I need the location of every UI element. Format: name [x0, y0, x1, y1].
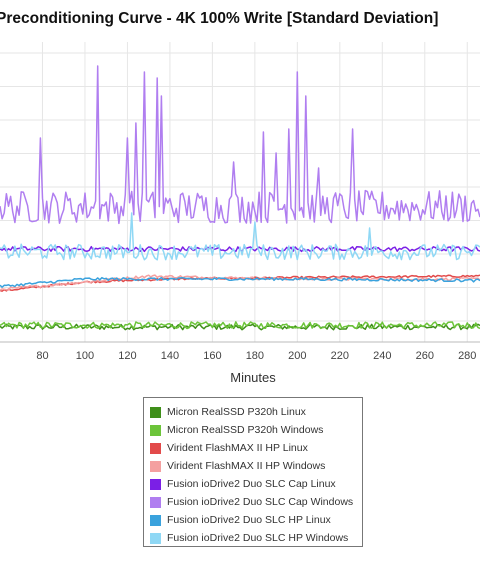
x-tick-label: 140	[161, 350, 179, 362]
x-tick-label: 200	[288, 350, 306, 362]
legend-swatch	[150, 460, 161, 472]
legend-swatch	[150, 406, 161, 418]
x-tick-label: 180	[246, 350, 264, 362]
series-line-6	[0, 276, 480, 288]
x-tick-label: 240	[373, 350, 391, 362]
legend-item[interactable]: Micron RealSSD P320h Windows	[150, 421, 323, 439]
legend-swatch	[150, 424, 161, 436]
legend-label: Fusion ioDrive2 Duo SLC HP Windows	[167, 532, 349, 544]
legend-swatch	[150, 496, 161, 508]
legend-item[interactable]: Micron RealSSD P320h Linux	[150, 403, 306, 421]
legend-swatch	[150, 532, 161, 544]
legend-label: Micron RealSSD P320h Linux	[167, 406, 306, 418]
series-line-7	[0, 212, 480, 261]
legend-label: Fusion ioDrive2 Duo SLC HP Linux	[167, 514, 331, 526]
legend-label: Virident FlashMAX II HP Windows	[167, 460, 326, 472]
legend-swatch	[150, 514, 161, 526]
legend-item[interactable]: Fusion ioDrive2 Duo SLC Cap Windows	[150, 493, 353, 511]
legend-item[interactable]: Virident FlashMAX II HP Windows	[150, 457, 325, 475]
legend-item[interactable]: Fusion ioDrive2 Duo SLC HP Linux	[150, 511, 331, 529]
x-tick-label: 260	[416, 350, 434, 362]
legend-label: Micron RealSSD P320h Windows	[167, 424, 324, 436]
series-line-1	[0, 321, 480, 330]
x-tick-label: 160	[203, 350, 221, 362]
series-lines	[0, 65, 480, 331]
legend-item[interactable]: Virident FlashMAX II HP Linux	[150, 439, 308, 457]
x-tick-label: 100	[76, 350, 94, 362]
x-tick-label: 120	[118, 350, 136, 362]
legend-item[interactable]: Fusion ioDrive2 Duo SLC HP Windows	[150, 529, 348, 547]
series-line-5	[0, 65, 480, 225]
legend-swatch	[150, 442, 161, 454]
legend-label: Fusion ioDrive2 Duo SLC Cap Linux	[167, 478, 336, 490]
x-tick-label: 280	[458, 350, 476, 362]
plot-area: 80 100 120 140 160 180 200 220 240 260 280	[0, 42, 480, 362]
legend-label: Virident FlashMAX II HP Linux	[167, 442, 308, 454]
x-tick-label: 220	[331, 350, 349, 362]
x-tick-label: 80	[36, 350, 48, 362]
chart-title: Preconditioning Curve - 4K 100% Write [S…	[0, 10, 439, 27]
legend: Micron RealSSD P320h Linux Micron RealSSD…	[143, 397, 363, 547]
grid-lines	[0, 42, 480, 343]
x-axis-label: Minutes	[230, 370, 276, 385]
x-tick-labels: 80 100 120 140 160 180 200 220 240 260 280	[36, 350, 476, 362]
legend-item[interactable]: Fusion ioDrive2 Duo SLC Cap Linux	[150, 475, 336, 493]
legend-label: Fusion ioDrive2 Duo SLC Cap Windows	[167, 496, 354, 508]
legend-swatch	[150, 478, 161, 490]
